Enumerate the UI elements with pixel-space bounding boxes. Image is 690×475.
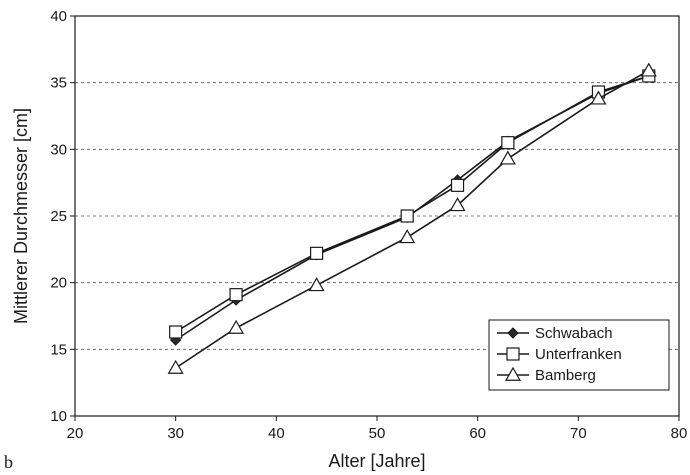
data-point-bamberg <box>399 229 416 244</box>
panel-label: b <box>4 452 13 472</box>
data-point-unterfranken <box>501 136 515 150</box>
legend-marker-bamberg <box>504 366 522 381</box>
data-point-bamberg <box>449 197 466 212</box>
x-tick-label: 60 <box>469 425 486 442</box>
data-point-unterfranken <box>400 209 414 223</box>
data-point-bamberg <box>167 359 184 374</box>
data-point-bamberg <box>228 319 245 334</box>
grid-lines <box>75 82 679 350</box>
x-tick-label: 50 <box>369 425 386 442</box>
data-point-bamberg <box>590 90 607 105</box>
series-line-bamberg <box>175 69 650 369</box>
data-point-bamberg <box>640 62 657 77</box>
legend: Schwabach Unterfranken Bamberg <box>488 319 670 391</box>
y-tick-label: 15 <box>50 341 67 358</box>
legend-label-unterfranken: Unterfranken <box>535 346 622 363</box>
series-line-schwabach <box>175 75 650 341</box>
data-point-unterfranken <box>310 246 324 260</box>
y-tick-label: 20 <box>50 275 67 292</box>
y-tick-label: 25 <box>50 208 67 225</box>
x-tick-label: 40 <box>268 425 285 442</box>
y-axis-title: Mittlerer Durchmesser [cm] <box>11 108 31 324</box>
y-tick-label: 30 <box>50 141 67 158</box>
x-tick-label: 20 <box>67 425 84 442</box>
legend-label-bamberg: Bamberg <box>535 367 596 384</box>
legend-marker-schwabach <box>507 327 519 339</box>
data-point-bamberg <box>308 277 325 292</box>
y-tick-label: 10 <box>50 408 67 425</box>
data-point-unterfranken <box>450 178 465 192</box>
x-tick-label: 70 <box>570 425 587 442</box>
legend-marker-unterfranken <box>506 347 520 361</box>
data-point-bamberg <box>499 150 516 165</box>
axis-ticks: 10 15 20 25 30 35 40 20 30 40 50 60 70 80 <box>50 8 687 442</box>
x-axis-title: Alter [Jahre] <box>328 451 425 471</box>
data-point-unterfranken <box>169 325 183 339</box>
series-line-unterfranken <box>175 75 650 333</box>
data-point-unterfranken <box>229 288 243 302</box>
x-tick-label: 80 <box>671 425 688 442</box>
legend-label-schwabach: Schwabach <box>535 325 613 342</box>
y-tick-label: 35 <box>50 75 67 92</box>
y-tick-label: 40 <box>50 8 67 25</box>
x-tick-label: 30 <box>167 425 184 442</box>
data-series <box>167 62 657 374</box>
